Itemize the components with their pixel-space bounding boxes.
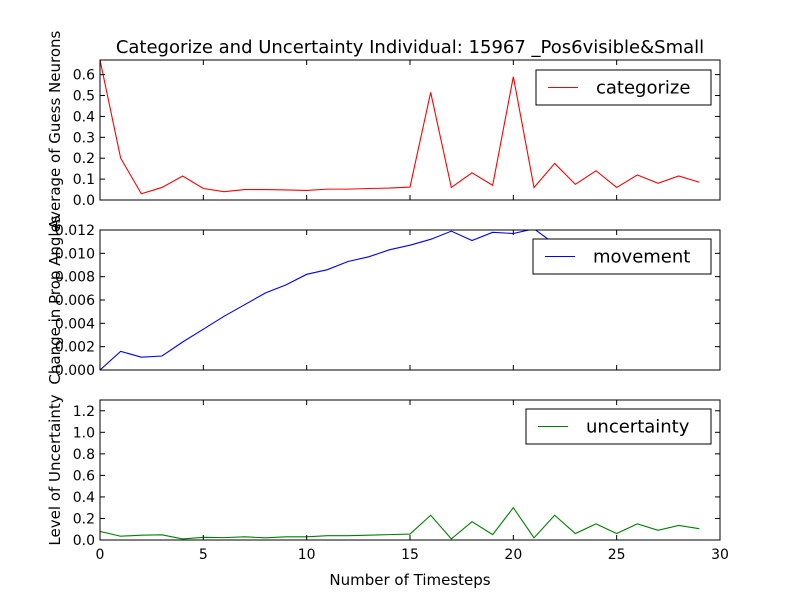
x-tick-label: 30 — [711, 547, 729, 563]
chart-title: Categorize and Uncertainty Individual: 1… — [116, 37, 704, 58]
y-tick-label: 0.000 — [55, 363, 95, 379]
y-tick-label: 0.010 — [55, 246, 95, 262]
y-tick-label: 0.006 — [55, 293, 95, 309]
series-line-uncertainty — [100, 506, 700, 540]
y-tick-label: 0.8 — [73, 447, 95, 463]
panel-2: 0.000 0.002 0.004 0.006 0.008 0.010 0.012Chang… — [46, 215, 721, 385]
panel-1: 0.0 0.1 0.2 0.3 0.4 0.5 0.6 Average of Guess Ne… — [46, 30, 721, 229]
x-tick-label: 0 — [96, 547, 105, 563]
y-tick-label: 0.4 — [73, 490, 95, 506]
legend: categorize — [535, 69, 712, 106]
legend-label-movement: movement — [593, 247, 690, 268]
legend: uncertainty — [525, 408, 712, 445]
y-axis-label: Change in Prop Angles — [46, 215, 64, 384]
y-tick-label: 0.012 — [55, 223, 95, 239]
y-tick-label: 0.1 — [73, 172, 95, 188]
y-tick-label: 0.5 — [73, 89, 95, 105]
y-tick-label: 0.2 — [73, 151, 95, 167]
x-tick-label: 10 — [298, 547, 316, 563]
y-tick-label: 0.6 — [73, 68, 95, 84]
y-tick-label: 0.0 — [73, 193, 95, 209]
y-axis-label: Average of Guess Neurons — [46, 30, 64, 229]
y-tick-label: 0.3 — [73, 130, 95, 146]
x-tick-label: 5 — [199, 547, 208, 563]
x-tick-label: 25 — [608, 547, 626, 563]
series-line-categorize — [100, 60, 700, 195]
legend: movement — [532, 238, 712, 275]
y-tick-label: 0.6 — [73, 468, 95, 484]
x-axis-label: Number of Timesteps — [329, 571, 490, 589]
y-axis-label: Level of Uncertainty — [46, 394, 64, 545]
legend-label-categorize: categorize — [596, 78, 690, 99]
y-tick-label: 0.0 — [73, 533, 95, 549]
x-tick-label: 15 — [401, 547, 419, 563]
y-tick-label: 0.008 — [55, 270, 95, 286]
y-tick-label: 0.002 — [55, 340, 95, 356]
panel-3: 0.0 0.2 0.4 0.6 0.8 1.0 1.2 0 5 10 15 20 25 30 Level o… — [46, 394, 729, 563]
legend-label-uncertainty: uncertainty — [586, 417, 690, 438]
y-tick-label: 0.004 — [55, 316, 95, 332]
y-tick-label: 1.2 — [73, 404, 95, 420]
y-tick-label: 1.0 — [73, 425, 95, 441]
y-tick-label: 0.4 — [73, 109, 95, 125]
y-tick-label: 0.2 — [73, 511, 95, 527]
x-tick-label: 20 — [504, 547, 522, 563]
